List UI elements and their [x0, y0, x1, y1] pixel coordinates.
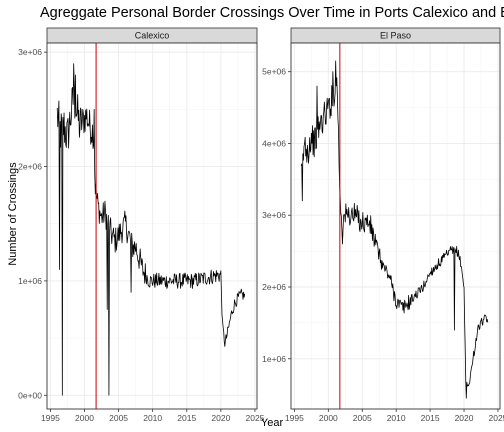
x-tick-label: 2005 [353, 413, 372, 423]
facet-calexico: Calexico 1995 2000 2005 2010 2015 2020 2025 0e+0… [18, 27, 265, 423]
plot-area [291, 43, 500, 409]
x-tick-label: 2020 [211, 413, 230, 423]
y-tick-label: 1e+06 [262, 354, 286, 364]
x-tick-label: 1995 [285, 413, 304, 423]
y-tick-label: 3e+06 [18, 47, 42, 57]
plot-area [47, 43, 257, 409]
x-tick-label: 1995 [41, 413, 60, 423]
y-tick-label: 2e+06 [262, 282, 286, 292]
panel-border [290, 42, 501, 410]
chart-title: Agreggate Personal Border Crossings Over… [40, 5, 504, 21]
y-tick-label: 1e+06 [18, 276, 42, 286]
x-tick-label: 2015 [177, 413, 196, 423]
x-tick-label: 2025 [245, 413, 264, 423]
series-line [300, 60, 489, 399]
panel-border [46, 42, 258, 410]
facet-strip-label: Calexico [135, 31, 170, 41]
x-axis-title: Year [261, 417, 284, 429]
x-tick-label: 2010 [387, 413, 406, 423]
x-tick-label: 2020 [455, 413, 474, 423]
facet-el-paso: El Paso 1995 2000 2005 2010 2015 2020 2025 1e+06… [262, 27, 504, 423]
x-tick-label: 2010 [143, 413, 162, 423]
x-tick-label: 2025 [489, 413, 504, 423]
x-tick-label: 2000 [319, 413, 338, 423]
y-tick-label: 0e+00 [18, 390, 42, 400]
y-axis-title: Number of Crossings [7, 162, 19, 266]
series-line [56, 63, 246, 396]
x-tick-label: 2000 [75, 413, 94, 423]
y-tick-label: 4e+06 [262, 138, 286, 148]
facet-panels: Calexico 1995 2000 2005 2010 2015 2020 2025 0e+0… [18, 27, 504, 423]
facet-strip-label: El Paso [380, 31, 411, 41]
x-tick-label: 2005 [109, 413, 128, 423]
y-tick-label: 5e+06 [262, 67, 286, 77]
y-tick-label: 3e+06 [262, 210, 286, 220]
y-tick-label: 2e+06 [18, 162, 42, 172]
x-tick-label: 2015 [421, 413, 440, 423]
